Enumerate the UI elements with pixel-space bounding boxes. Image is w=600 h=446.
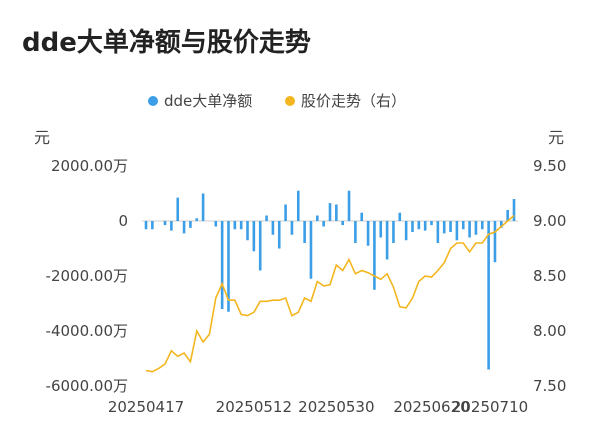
dde-bar <box>163 221 167 226</box>
right-axis-ticks: 9.50 9.00 8.50 8.00 7.50 <box>533 157 566 395</box>
right-tick-label: 9.00 <box>533 212 566 230</box>
dde-bar <box>195 218 199 221</box>
dde-bar <box>423 221 427 231</box>
right-axis-unit: 元 <box>548 128 564 147</box>
dde-bar <box>277 221 281 249</box>
dde-bar <box>144 221 148 230</box>
dde-bar <box>398 212 402 221</box>
dde-bar <box>442 221 446 234</box>
dde-bar <box>360 212 364 221</box>
x-tick-label: 20250417 <box>108 398 184 416</box>
dde-bar <box>189 221 192 228</box>
dde-bar <box>182 221 186 234</box>
right-tick-label: 8.50 <box>533 267 566 285</box>
dde-bar <box>373 221 376 290</box>
left-axis-ticks: 2000.00万 0 -2000.00万 -4000.00万 -6000.00万 <box>46 157 128 395</box>
dde-bar <box>170 221 173 231</box>
legend-line-label: 股价走势（右） <box>301 92 406 110</box>
dde-bar <box>309 221 313 279</box>
x-tick-label: 20250620 <box>393 398 469 416</box>
dde-bar <box>506 210 509 221</box>
dde-bar <box>449 221 452 232</box>
dde-bar <box>455 221 459 241</box>
dde-bar <box>493 221 497 263</box>
dde-bar <box>316 215 319 221</box>
legend-line-marker <box>285 96 295 106</box>
dde-bar <box>246 221 249 241</box>
right-tick-label: 9.50 <box>533 157 566 175</box>
dde-bar <box>322 221 325 227</box>
legend-bar-marker <box>148 96 158 106</box>
dde-bar <box>214 221 218 227</box>
dde-bar <box>258 221 262 271</box>
right-tick-label: 8.00 <box>533 322 566 340</box>
dde-bar <box>366 221 370 246</box>
dde-bar <box>487 221 490 370</box>
dde-bar <box>201 193 205 221</box>
dde-bar <box>436 221 440 243</box>
price-line-series <box>145 214 515 373</box>
dde-bar <box>335 204 338 221</box>
dde-bar <box>480 221 484 230</box>
dde-bar <box>468 221 471 238</box>
left-tick-label: -2000.00万 <box>46 267 128 285</box>
x-tick-label: 20250530 <box>298 398 374 416</box>
legend: dde大单净额 股价走势（右） <box>148 92 406 110</box>
dde-bar <box>271 221 275 235</box>
dde-bar <box>417 221 421 230</box>
dde-bar <box>328 203 332 221</box>
dde-bar <box>239 221 243 230</box>
dde-bar <box>411 221 414 232</box>
dde-bar <box>404 221 408 241</box>
dde-bar <box>461 221 465 230</box>
dde-bar <box>385 221 389 260</box>
dde-bar <box>284 204 287 221</box>
dde-bar <box>151 221 154 230</box>
left-tick-label: -6000.00万 <box>46 377 128 395</box>
dde-bar <box>220 221 224 309</box>
left-tick-label: -4000.00万 <box>46 322 128 340</box>
right-tick-label: 7.50 <box>533 377 566 395</box>
dde-bar <box>392 221 395 243</box>
dde-bar <box>290 221 294 235</box>
dde-bar <box>176 197 180 221</box>
dde-bar <box>341 221 344 226</box>
left-tick-label: 0 <box>118 212 128 230</box>
dde-bar <box>430 221 433 226</box>
dde-bar <box>379 221 383 238</box>
dde-bar <box>227 221 230 312</box>
dde-bar <box>265 215 268 221</box>
x-tick-label: 20250512 <box>216 398 292 416</box>
legend-bar-label: dde大单净额 <box>164 92 252 110</box>
dde-bar <box>252 221 256 252</box>
dde-bar <box>233 221 237 230</box>
dde-bar <box>500 221 503 228</box>
left-axis-unit: 元 <box>34 128 50 147</box>
dde-bar <box>347 190 351 221</box>
chart-title: dde大单净额与股价走势 <box>22 28 311 58</box>
bar-series <box>144 190 516 370</box>
dde-bar <box>512 199 516 221</box>
dde-bar <box>474 221 478 235</box>
dde-bar <box>354 221 357 243</box>
dde-bar <box>296 190 300 221</box>
left-tick-label: 2000.00万 <box>51 157 128 175</box>
dde-bar <box>303 221 306 243</box>
x-tick-label: 20250710 <box>452 398 528 416</box>
